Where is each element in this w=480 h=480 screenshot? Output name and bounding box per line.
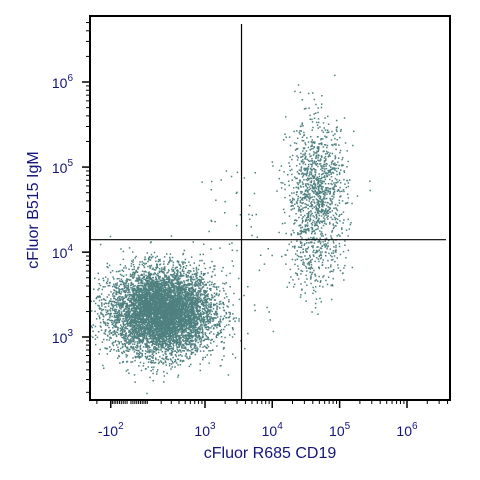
x-tick-label: 106 [396, 421, 418, 439]
x-tick-label: -102 [98, 421, 124, 439]
x-tick-label: 103 [194, 421, 216, 439]
population-1-points [90, 170, 275, 395]
x-axis-title: cFluor R685 CD19 [204, 445, 337, 462]
population-3-points [271, 205, 345, 309]
plot-frame [89, 15, 451, 401]
quadrant-gate [90, 24, 446, 400]
y-tick-label: 106 [52, 73, 74, 91]
population-2-points [271, 74, 371, 315]
x-tick-label: 105 [329, 421, 351, 439]
y-axis-title: cFluor B515 IgM [25, 151, 42, 268]
scatter-points [90, 74, 371, 395]
y-tick-label: 105 [52, 158, 74, 176]
x-tick-label: 104 [262, 421, 284, 439]
y-tick-label: 103 [52, 328, 74, 346]
tick-labels: -102 103 104 105 106 103 104 105 106 [52, 73, 418, 439]
y-tick-label: 104 [52, 243, 74, 261]
